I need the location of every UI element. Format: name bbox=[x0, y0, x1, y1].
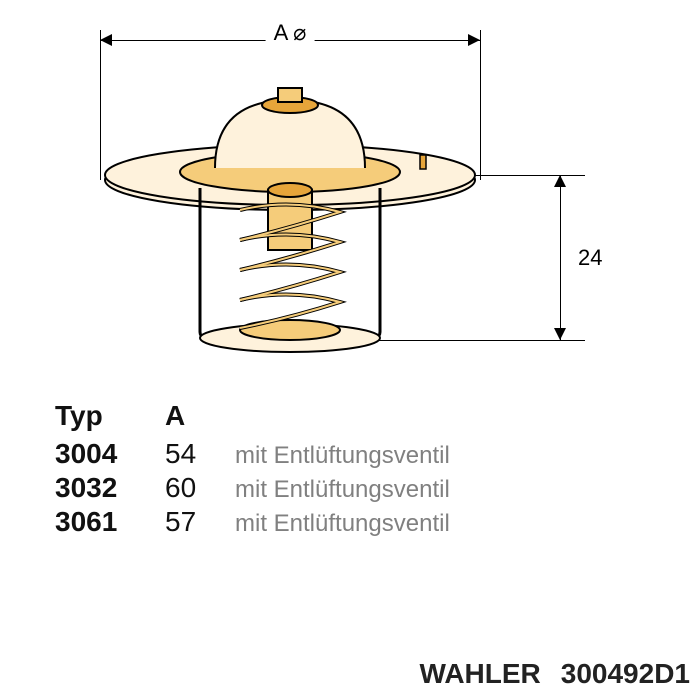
cell-a: 54 bbox=[165, 438, 235, 470]
cell-typ: 3004 bbox=[55, 438, 165, 470]
header-a: A bbox=[165, 400, 235, 432]
cell-note: mit Entlüftungsventil bbox=[235, 472, 645, 504]
brand-label: WAHLER bbox=[419, 658, 540, 690]
cell-note: mit Entlüftungsventil bbox=[235, 438, 645, 470]
thermostat-drawing bbox=[100, 80, 480, 370]
table-row: 3004 54 mit Entlüftungsventil bbox=[55, 438, 645, 470]
part-number: 300492D1 bbox=[561, 658, 690, 690]
dimension-height: 24 bbox=[550, 175, 590, 340]
dimension-height-label: 24 bbox=[578, 245, 602, 271]
header-typ: Typ bbox=[55, 400, 165, 432]
cell-typ: 3032 bbox=[55, 472, 165, 504]
cell-typ: 3061 bbox=[55, 506, 165, 538]
dimension-a: A ⌀ bbox=[100, 20, 480, 60]
cell-note: mit Entlüftungsventil bbox=[235, 506, 645, 538]
dimension-a-label: A ⌀ bbox=[266, 20, 315, 46]
cell-a: 60 bbox=[165, 472, 235, 504]
table-row: 3032 60 mit Entlüftungsventil bbox=[55, 472, 645, 504]
cell-a: 57 bbox=[165, 506, 235, 538]
diagram-area: A ⌀ 24 bbox=[60, 20, 600, 380]
table-row: 3061 57 mit Entlüftungsventil bbox=[55, 506, 645, 538]
table-header-row: Typ A bbox=[55, 400, 645, 432]
spec-table: Typ A 3004 54 mit Entlüftungsventil 3032… bbox=[55, 400, 645, 540]
footer: WAHLER 300492D1 bbox=[419, 658, 690, 690]
